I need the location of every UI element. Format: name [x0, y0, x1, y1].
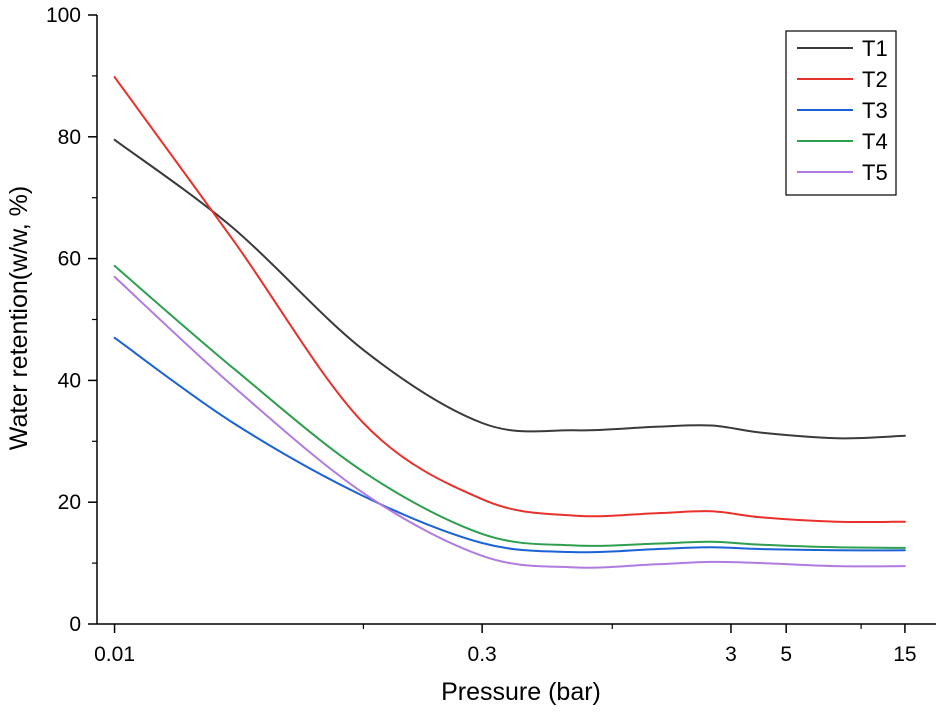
legend-label-t3: T3 [862, 98, 888, 123]
y-tick-label: 40 [58, 369, 81, 392]
y-tick-label: 20 [58, 491, 81, 514]
series-line-t5 [113, 275, 906, 569]
plot-lines [113, 76, 906, 569]
legend-label-t5: T5 [862, 160, 888, 185]
y-tick-labels: 0 20 40 60 80 100 [46, 4, 81, 636]
x-tick-label: 15 [893, 643, 916, 666]
y-tick-label: 80 [58, 126, 81, 149]
x-tick-label: 0.01 [94, 643, 135, 666]
x-tick-labels: 0.01 0.3 3 5 15 [94, 643, 916, 666]
y-axis-title: Water retention(w/w, %) [5, 186, 33, 450]
y-tick-label: 0 [69, 613, 81, 636]
legend-label-t1: T1 [862, 36, 888, 61]
legend-label-t2: T2 [862, 67, 888, 92]
series-line-t3 [113, 336, 906, 554]
x-axis-title: Pressure (bar) [441, 678, 601, 706]
legend-label-t4: T4 [862, 129, 888, 154]
y-tick-label: 100 [46, 4, 81, 27]
y-tick-label: 60 [58, 248, 81, 271]
x-tick-label: 5 [780, 643, 792, 666]
x-tick-label: 0.3 [468, 643, 497, 666]
legend: T1 T2 T3 T4 T5 [785, 30, 897, 196]
axes [88, 14, 936, 633]
series-line-t2 [113, 76, 906, 524]
series-line-t1 [113, 138, 906, 440]
series-line-t4 [113, 264, 906, 549]
x-tick-label: 3 [725, 643, 737, 666]
legend-box [785, 30, 897, 196]
